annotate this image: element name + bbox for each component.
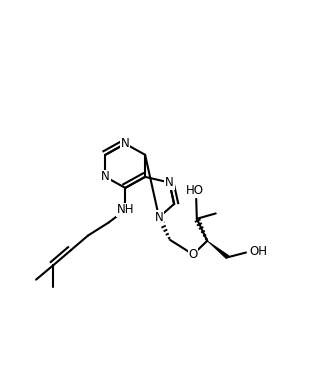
Text: N: N xyxy=(165,176,174,189)
Text: HO: HO xyxy=(186,184,204,197)
Text: O: O xyxy=(189,248,198,261)
Text: N: N xyxy=(101,170,110,184)
Text: N: N xyxy=(155,211,163,224)
Text: OH: OH xyxy=(249,245,267,258)
Text: NH: NH xyxy=(116,204,134,217)
Text: N: N xyxy=(121,137,130,150)
Polygon shape xyxy=(207,241,229,259)
